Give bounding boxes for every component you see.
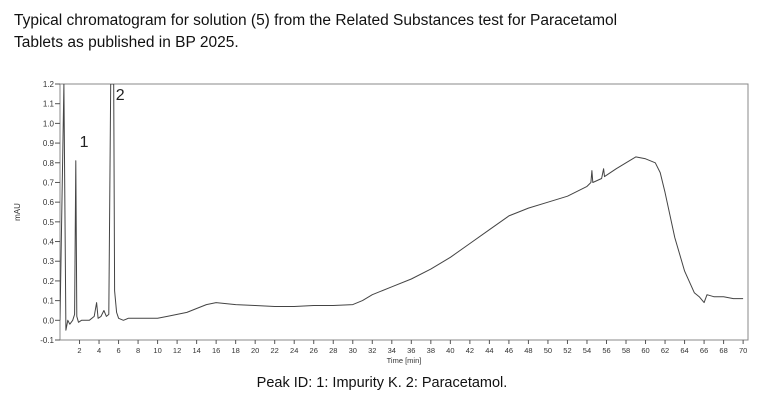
y-tick-label: 0.3	[43, 257, 55, 266]
y-tick-label: 0.5	[43, 218, 55, 227]
y-tick-label: 0.9	[43, 139, 55, 148]
x-tick-label: 38	[427, 346, 435, 355]
x-tick-label: 58	[622, 346, 630, 355]
x-tick-label: 66	[700, 346, 708, 355]
x-tick-label: 62	[661, 346, 669, 355]
x-tick-label: 42	[466, 346, 474, 355]
chart-heading: Typical chromatogram for solution (5) fr…	[14, 10, 759, 54]
y-tick-label: 0.8	[43, 159, 55, 168]
heading-line-2: Tablets as published in BP 2025.	[14, 34, 239, 51]
x-tick-label: 64	[680, 346, 688, 355]
y-tick-label: 0.2	[43, 277, 55, 286]
y-tick-label: 0.6	[43, 198, 55, 207]
x-tick-label: 16	[212, 346, 220, 355]
x-tick-label: 48	[524, 346, 532, 355]
y-axis-label: mAU	[13, 203, 22, 221]
y-tick-label: 0.1	[43, 297, 55, 306]
y-tick-label: 0.4	[43, 238, 55, 247]
x-tick-label: 28	[329, 346, 337, 355]
x-tick-label: 68	[719, 346, 727, 355]
x-tick-label: 18	[231, 346, 239, 355]
x-tick-label: 6	[116, 346, 120, 355]
x-tick-label: 8	[136, 346, 140, 355]
y-tick-label: 1.1	[43, 100, 55, 109]
x-tick-label: 20	[251, 346, 259, 355]
x-tick-label: 14	[192, 346, 200, 355]
y-tick-label: -0.1	[40, 336, 54, 345]
x-tick-label: 12	[173, 346, 181, 355]
x-tick-label: 50	[544, 346, 552, 355]
x-tick-label: 4	[97, 346, 101, 355]
x-axis-label: Time [min]	[387, 356, 422, 365]
y-tick-label: 1.2	[43, 80, 55, 89]
x-tick-label: 22	[271, 346, 279, 355]
x-tick-label: 70	[739, 346, 747, 355]
chromatogram-trace	[60, 84, 744, 331]
peak-label: 1	[80, 134, 89, 151]
heading-line-1: Typical chromatogram for solution (5) fr…	[14, 12, 618, 29]
x-tick-label: 52	[563, 346, 571, 355]
x-tick-label: 26	[310, 346, 318, 355]
x-tick-label: 40	[446, 346, 454, 355]
x-tick-label: 10	[153, 346, 161, 355]
x-tick-label: 36	[407, 346, 415, 355]
y-tick-label: 0.0	[43, 316, 55, 325]
x-tick-label: 60	[641, 346, 649, 355]
peak-label: 2	[116, 87, 125, 104]
x-tick-label: 32	[368, 346, 376, 355]
peak-id-caption: Peak ID: 1: Impurity K. 2: Paracetamol.	[256, 375, 508, 391]
x-tick-label: 54	[583, 346, 591, 355]
y-tick-label: 1.0	[43, 119, 55, 128]
x-tick-label: 24	[290, 346, 298, 355]
x-tick-label: 44	[485, 346, 493, 355]
plot-frame	[59, 83, 749, 341]
x-tick-label: 30	[349, 346, 357, 355]
x-tick-label: 34	[388, 346, 396, 355]
x-tick-label: 46	[505, 346, 513, 355]
x-tick-label: 2	[77, 346, 81, 355]
y-tick-label: 0.7	[43, 178, 55, 187]
x-tick-label: 56	[602, 346, 610, 355]
